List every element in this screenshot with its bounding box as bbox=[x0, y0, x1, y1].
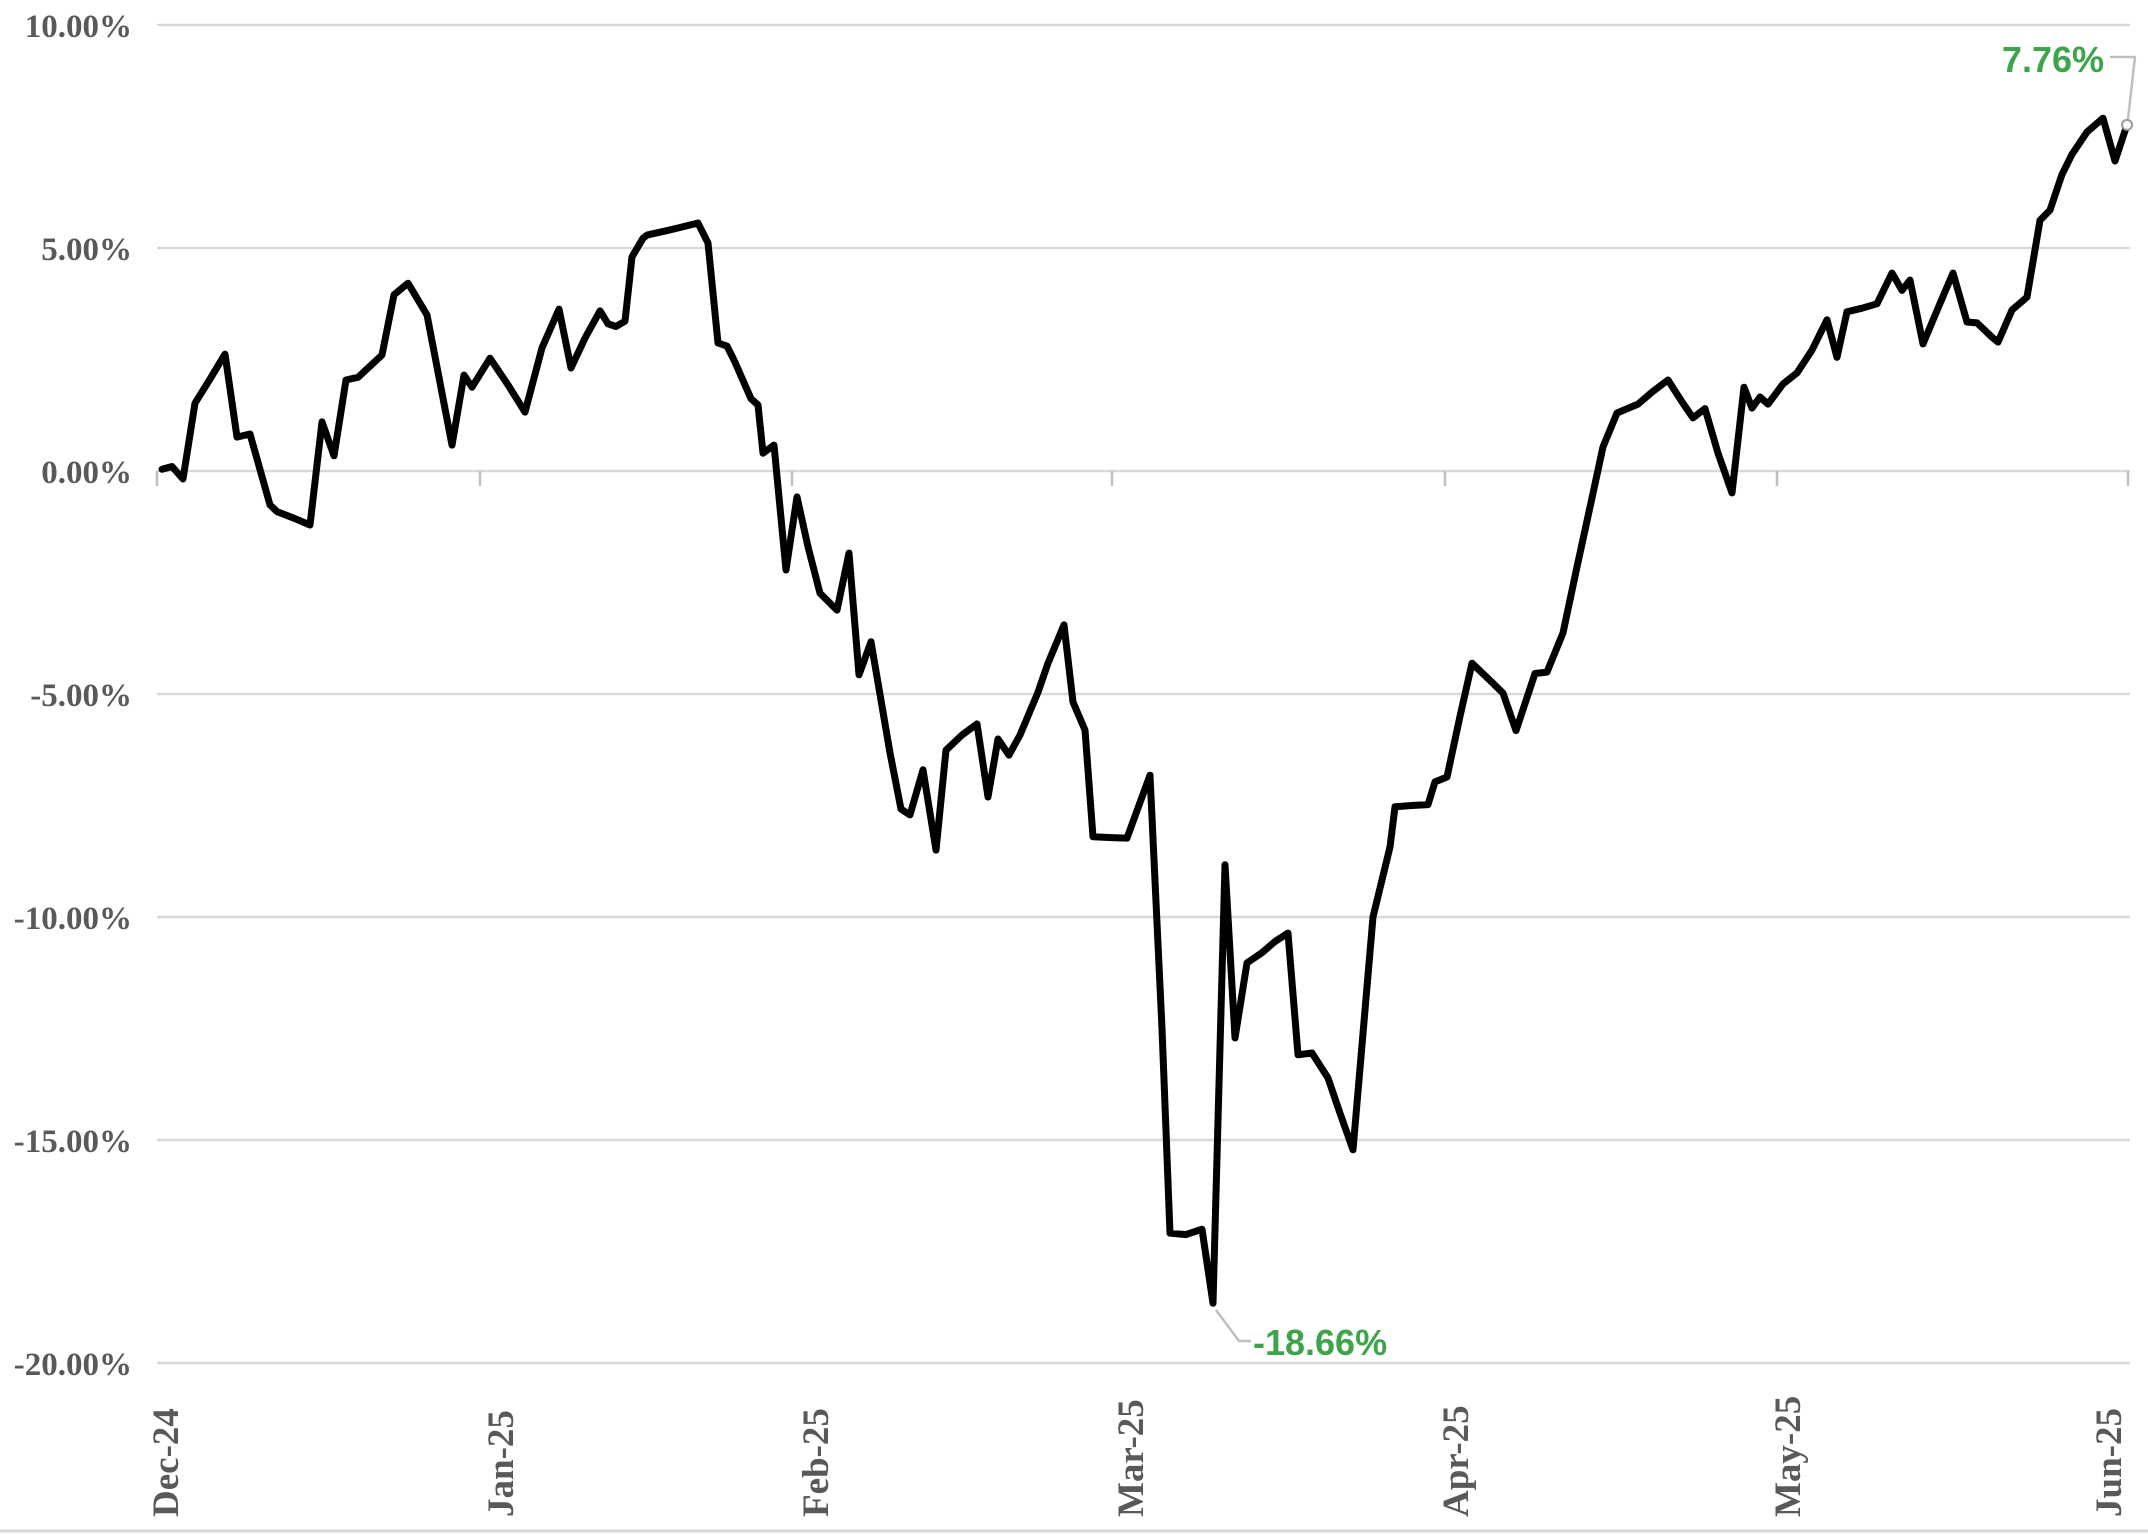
y-axis-tick-label: 0.00% bbox=[41, 455, 132, 491]
y-axis-tick-label: 5.00% bbox=[41, 232, 132, 268]
x-axis-month-label: Jun-25 bbox=[2089, 1408, 2130, 1517]
x-axis-month-label: Mar-25 bbox=[1111, 1399, 1152, 1517]
annotation-connector bbox=[2110, 55, 2137, 120]
y-axis-tick-label: 10.00% bbox=[25, 9, 132, 45]
annotation-label: 7.76% bbox=[2002, 39, 2104, 80]
y-axis-tick-label: -10.00% bbox=[14, 901, 132, 937]
y-axis-tick-label: -15.00% bbox=[14, 1124, 132, 1160]
x-axis-month-label: Jan-25 bbox=[481, 1410, 522, 1517]
y-axis-tick-label: -20.00% bbox=[14, 1347, 132, 1383]
annotation-label: -18.66% bbox=[1253, 1322, 1387, 1363]
annotation-connector bbox=[1214, 1309, 1251, 1343]
x-axis-month-label: May-25 bbox=[1768, 1396, 1809, 1517]
x-axis-month-label: Apr-25 bbox=[1436, 1405, 1477, 1517]
series-line bbox=[158, 114, 2131, 1307]
x-axis-month-label: Feb-25 bbox=[796, 1408, 837, 1517]
annotation-point-marker bbox=[2121, 118, 2133, 131]
y-axis-tick-label: -5.00% bbox=[30, 678, 132, 714]
x-axis-month-label: Dec-24 bbox=[146, 1408, 187, 1517]
